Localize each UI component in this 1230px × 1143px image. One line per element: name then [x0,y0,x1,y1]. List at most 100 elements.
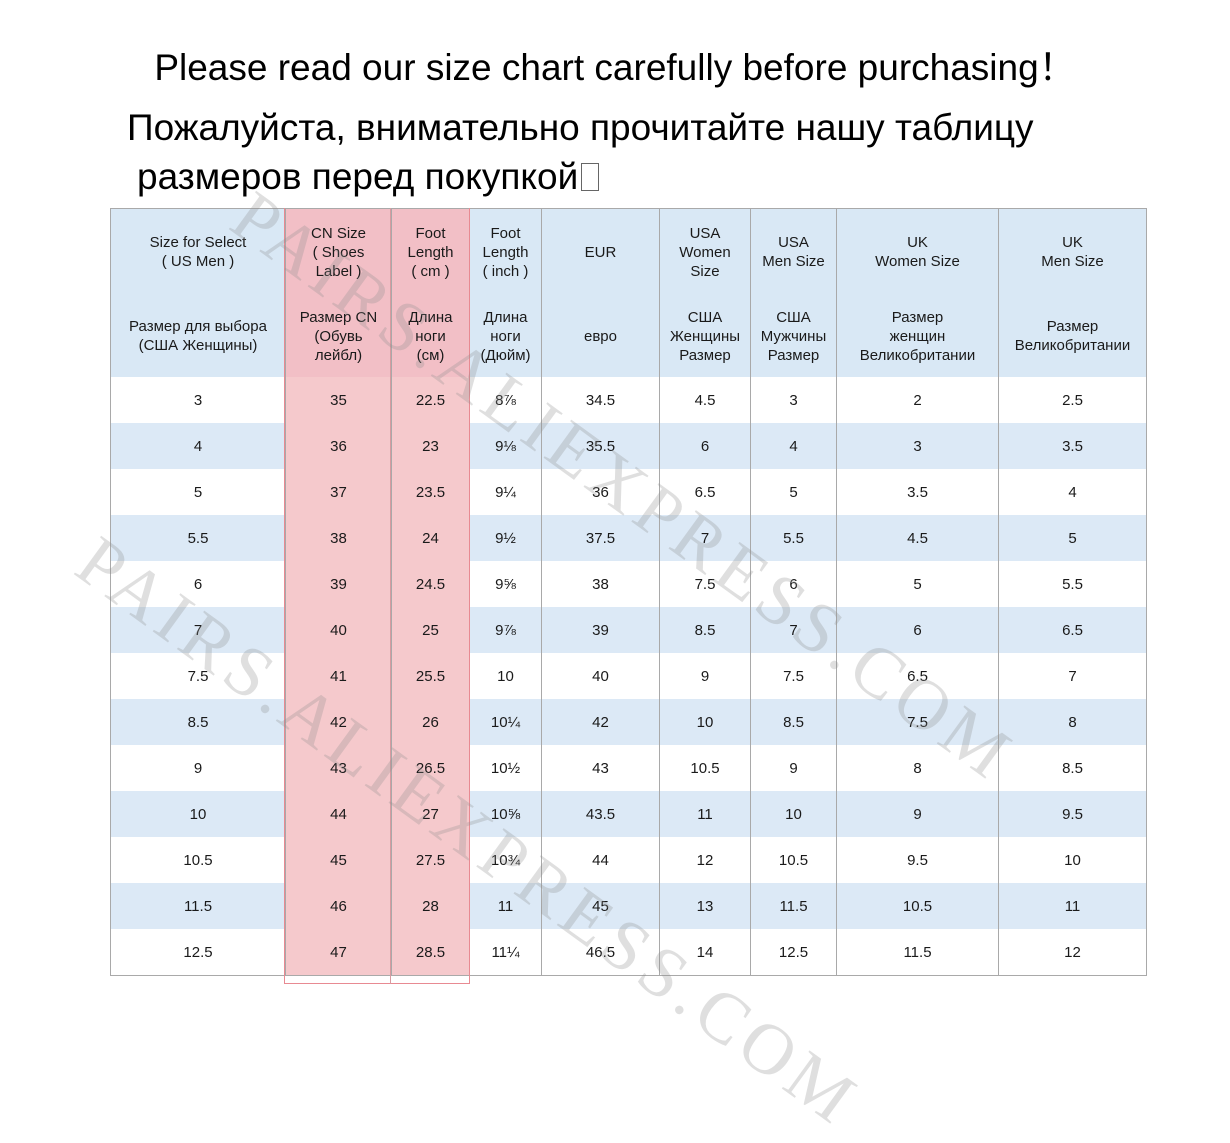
cell-uk-men: 2.5 [998,377,1147,423]
table-row: 7 40 25 9⅞ 39 8.5 7 6 6.5 [110,607,1147,653]
cell-usa-women: 7 [659,515,751,561]
missing-glyph-box-icon [581,163,600,191]
cell-uk-men: 7 [998,653,1147,699]
header-line: США [776,308,811,326]
header-line: Великобритании [1014,337,1131,354]
header-row-top: Size for Select( US Men ) CN Size( Shoes L… [110,208,1147,295]
cell-foot-cm: 25.5 [391,653,470,699]
cell-usa-men: 6 [750,561,837,607]
header-line: Размер [1046,318,1099,335]
cell-eur: 45 [541,883,660,929]
cell-cn-size: 36 [285,423,392,469]
cell-uk-women: 11.5 [836,929,999,976]
header-line: Длина [483,308,528,326]
header-cell-usa-women: USA Women Size [659,208,751,295]
cell-foot-inch: 9⅛ [469,423,542,469]
header-line: США [687,308,723,326]
cell-uk-women: 8 [836,745,999,791]
cell-usa-men: 9 [750,745,837,791]
cell-uk-men: 6.5 [998,607,1147,653]
header-line: Length [482,243,529,261]
cell-foot-inch: 9½ [469,515,542,561]
cell-usa-men: 4 [750,423,837,469]
cell-foot-inch: 10 [469,653,542,699]
cell-cn-size: 39 [285,561,392,607]
header-cell-size-select: Size for Select ( US Men ) [110,208,286,295]
cell-uk-women: 3 [836,423,999,469]
cell-size-select: 9 [110,745,286,791]
header-line: USA [689,224,721,242]
cell-usa-women: 8.5 [659,607,751,653]
table-row: 6 39 24.5 9⅝ 38 7.5 6 5 5.5 [110,561,1147,607]
cell-uk-men: 3.5 [998,423,1147,469]
cell-eur: 36 [541,469,660,515]
cell-uk-women: 6.5 [836,653,999,699]
header-cell-foot-inch: Длина ноги (Дюйм) [469,295,542,377]
cell-uk-women: 10.5 [836,883,999,929]
header-line: евро [584,327,617,345]
header-line: Великобритании [859,346,976,364]
cell-foot-cm: 27 [391,791,470,837]
cell-uk-men: 8.5 [998,745,1147,791]
header-line: UK [907,234,928,251]
cell-cn-size: 41 [285,653,392,699]
cell-uk-women: 9 [836,791,999,837]
cell-foot-cm: 23.5 [391,469,470,515]
header-line: Label ) [315,262,362,280]
cell-size-select: 8.5 [110,699,286,745]
header-line: Женщины [669,327,741,345]
table-row: 8.5 42 26 10¼ 42 10 8.5 7.5 8 [110,699,1147,745]
cell-foot-cm: 25 [391,607,470,653]
header-cell-usa-men: USA Men Size [750,208,837,295]
table-row: 10 44 27 10⅝ 43.5 11 10 9 9.5 [110,791,1147,837]
cell-eur: 34.5 [541,377,660,423]
header-cell-eur: EUR [541,208,660,295]
cell-cn-size: 37 [285,469,392,515]
cell-usa-women: 4.5 [659,377,751,423]
cell-foot-inch: 10¼ [469,699,542,745]
cell-uk-women: 9.5 [836,837,999,883]
size-chart: Size for Select( US Men ) CN Size( Shoes L… [110,208,1147,984]
cell-eur: 40 [541,653,660,699]
cell-usa-men: 12.5 [750,929,837,976]
cell-cn-size: 40 [285,607,392,653]
table-row: 10.5 45 27.5 10¾ 44 12 10.5 9.5 10 [110,837,1147,883]
cell-usa-women: 7.5 [659,561,751,607]
header-line: UK [1062,234,1083,251]
cell-eur: 46.5 [541,929,660,976]
header-line: ( inch ) [482,262,529,280]
cell-usa-women: 6 [659,423,751,469]
header-line: лейбл) [314,346,363,364]
cell-cn-size: 45 [285,837,392,883]
cell-eur: 43.5 [541,791,660,837]
cell-eur: 35.5 [541,423,660,469]
cell-foot-cm: 27.5 [391,837,470,883]
header-line: (Дюйм) [480,346,531,364]
cell-cn-size: 38 [285,515,392,561]
cell-uk-women: 3.5 [836,469,999,515]
cell-uk-men: 5 [998,515,1147,561]
header-cell-uk-men: Размер Великобритании [998,295,1147,377]
cell-foot-inch: 9⅞ [469,607,542,653]
cell-usa-women: 13 [659,883,751,929]
header-line: (США Женщины) [138,337,258,354]
header-line: Size for Select [149,234,247,251]
cell-foot-cm: 28 [391,883,470,929]
cell-size-select: 10 [110,791,286,837]
cell-usa-men: 5 [750,469,837,515]
cell-size-select: 11.5 [110,883,286,929]
cell-size-select: 7.5 [110,653,286,699]
header-line: ноги [415,327,446,345]
header-cell-foot-cm: Длина ноги (см) [391,295,470,377]
cell-usa-women: 12 [659,837,751,883]
cell-eur: 37.5 [541,515,660,561]
cell-usa-men: 3 [750,377,837,423]
header-line: Length [407,243,454,261]
cell-cn-size: 42 [285,699,392,745]
header-line: Men Size [762,253,825,270]
header-cell-uk-women: Размер женщин Великобритании [836,295,999,377]
cell-eur: 38 [541,561,660,607]
header-line: ноги [490,327,521,345]
cell-uk-men: 9.5 [998,791,1147,837]
header-cell-foot-inch: Foot Length( inch ) [469,208,542,295]
